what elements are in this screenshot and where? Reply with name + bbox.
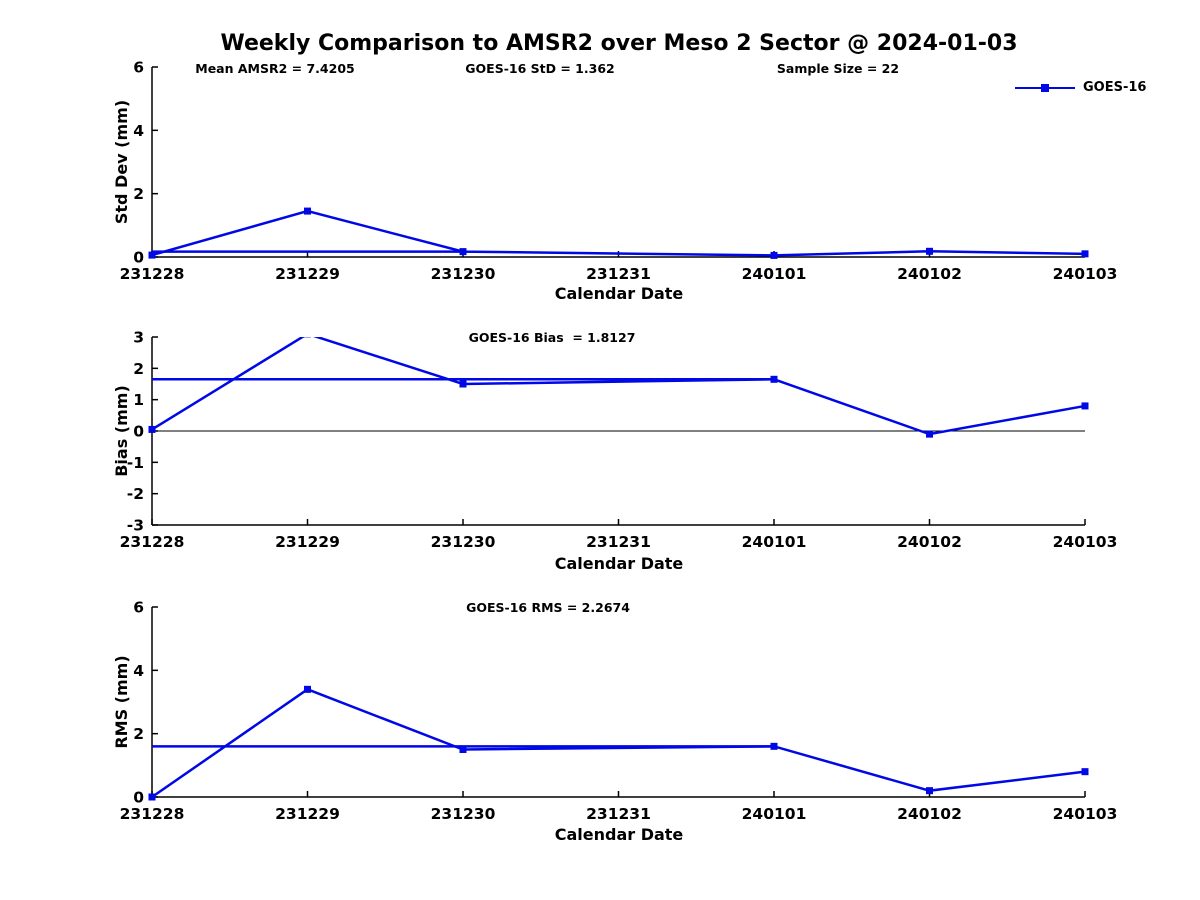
x-tick-label: 240103 [1053, 805, 1118, 823]
goes-std-annotation: GOES-16 StD = 1.362 [465, 61, 615, 76]
data-line [151, 687, 1086, 799]
x-tick-label: 240101 [742, 265, 807, 283]
x-tick-label: 240102 [897, 533, 962, 551]
x-tick-label: 231230 [431, 805, 496, 823]
data-point-marker [148, 251, 156, 259]
data-point-marker [148, 425, 156, 433]
x-tick-label: 240103 [1053, 265, 1118, 283]
data-point-marker [770, 375, 778, 383]
data-point-marker [148, 793, 156, 801]
data-line [151, 337, 1086, 436]
y-tick-label: 6 [133, 59, 144, 77]
data-point-marker [926, 430, 933, 438]
data-line [151, 209, 1086, 257]
mean-amsr2-annotation: Mean AMSR2 = 7.4205 [195, 61, 355, 76]
y-tick-label: -3 [127, 517, 144, 535]
rms-x-axis-label: Calendar Date [554, 825, 684, 844]
data-point-marker [459, 746, 467, 753]
data-point-marker [459, 380, 467, 388]
y-tick-label: 2 [133, 725, 144, 743]
data-point-marker [926, 787, 933, 795]
x-tick-label: 240101 [742, 533, 807, 551]
data-point-marker [770, 742, 778, 750]
figure-title: Weekly Comparison to AMSR2 over Meso 2 S… [220, 31, 1018, 56]
y-tick-label: 4 [133, 122, 144, 140]
data-point-marker [926, 247, 933, 255]
rms-panel-plot: 0 2 4 6 231228 231229 231230 231231 240101 240102… [120, 599, 1118, 824]
x-tick-label: 231231 [586, 265, 651, 283]
data-point-marker [1081, 768, 1089, 776]
x-tick-label: 231229 [275, 805, 340, 823]
y-tick-label: 2 [133, 360, 144, 378]
stddev-y-axis-label: Std Dev (mm) [112, 99, 131, 225]
std-dev-panel-plot: 0 2 4 6 231228 231229 231230 231231 240101 240102… [120, 59, 1118, 284]
y-tick-label: 3 [133, 329, 144, 347]
data-point-marker [304, 685, 311, 693]
data-point-marker [459, 248, 467, 256]
legend-label: GOES-16 [1083, 80, 1147, 95]
goes-bias-annotation: GOES-16 Bias = 1.8127 [468, 330, 636, 345]
x-tick-label: 231231 [586, 805, 651, 823]
data-point-marker [304, 207, 311, 215]
legend-line-marker-icon [1015, 83, 1075, 92]
x-tick-label: 231228 [120, 533, 185, 551]
data-point-marker [304, 337, 311, 338]
y-tick-label: -2 [127, 485, 144, 503]
x-tick-label: 231228 [120, 265, 185, 283]
data-point-marker [1081, 402, 1089, 410]
x-tick-label: 231228 [120, 805, 185, 823]
y-tick-label: 2 [133, 185, 144, 203]
legend: GOES-16 [1014, 80, 1146, 95]
x-tick-label: 240101 [742, 805, 807, 823]
stddev-x-axis-label: Calendar Date [554, 284, 684, 303]
y-tick-label: 0 [133, 249, 144, 267]
x-tick-label: 231229 [275, 533, 340, 551]
y-tick-label: 0 [133, 423, 144, 441]
bias-y-axis-label: Bias (mm) [112, 385, 131, 477]
data-point-marker [1081, 250, 1089, 258]
x-tick-label: 231230 [431, 533, 496, 551]
bias-panel-plot: -3 -2 -1 0 1 2 3 231228 231229 231230 231231 240101… [120, 329, 1118, 552]
y-tick-label: 1 [133, 391, 144, 409]
y-tick-label: 6 [133, 599, 144, 617]
goes-rms-annotation: GOES-16 RMS = 2.2674 [466, 600, 630, 615]
x-tick-label: 231231 [586, 533, 651, 551]
y-tick-label: 0 [133, 789, 144, 807]
y-tick-label: 4 [133, 662, 144, 680]
x-tick-label: 240103 [1053, 533, 1118, 551]
x-tick-label: 240102 [897, 265, 962, 283]
data-point-marker [770, 251, 778, 259]
x-tick-label: 240102 [897, 805, 962, 823]
y-tick-label: -1 [127, 454, 144, 472]
x-tick-label: 231230 [431, 265, 496, 283]
sample-size-annotation: Sample Size = 22 [776, 61, 900, 76]
rms-y-axis-label: RMS (mm) [112, 655, 131, 749]
x-tick-label: 231229 [275, 265, 340, 283]
bias-x-axis-label: Calendar Date [554, 554, 684, 573]
